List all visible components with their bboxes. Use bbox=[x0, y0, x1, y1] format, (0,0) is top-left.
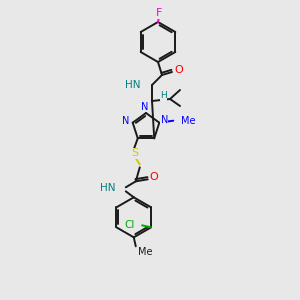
Text: F: F bbox=[156, 8, 162, 18]
Text: HN: HN bbox=[100, 183, 116, 193]
Text: Cl: Cl bbox=[125, 220, 135, 230]
Text: HN: HN bbox=[124, 80, 140, 90]
Text: O: O bbox=[149, 172, 158, 182]
Text: N: N bbox=[141, 102, 149, 112]
Text: H: H bbox=[160, 92, 167, 100]
Text: S: S bbox=[131, 148, 138, 158]
Text: Me: Me bbox=[138, 247, 152, 257]
Text: Me: Me bbox=[181, 116, 196, 126]
Text: N: N bbox=[122, 116, 129, 126]
Text: O: O bbox=[175, 65, 183, 75]
Text: N: N bbox=[160, 115, 168, 125]
